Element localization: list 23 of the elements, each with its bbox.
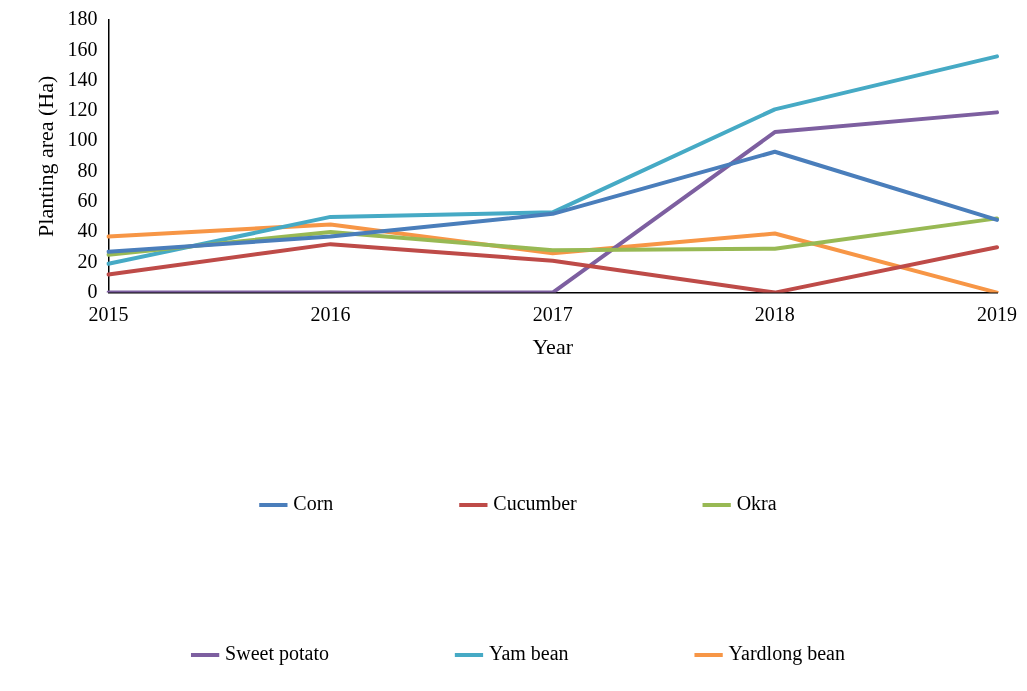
y-tick-label: 120 [67, 98, 98, 121]
x-tick-label: 2017 [532, 302, 573, 325]
legend-label: Corn [293, 492, 334, 515]
legend-label: Yardlong bean [728, 642, 845, 666]
y-tick-label: 180 [67, 7, 98, 30]
y-axis-title: Planting area (Ha) [32, 75, 58, 237]
y-tick-label: 140 [67, 67, 98, 90]
legend-label: Okra [736, 492, 777, 515]
y-tick-label: 0 [87, 279, 98, 302]
x-axis-title: Year [532, 333, 574, 359]
x-tick-label: 2018 [754, 302, 795, 325]
legend-label: Cucumber [493, 492, 577, 515]
legend-label: Sweet potato [225, 642, 329, 666]
y-tick-label: 40 [77, 219, 98, 242]
x-tick-label: 2016 [310, 302, 351, 325]
y-tick-label: 160 [67, 37, 98, 60]
y-tick-label: 60 [77, 188, 98, 211]
x-tick-label: 2015 [88, 302, 129, 325]
legend-label: Yam bean [488, 642, 569, 665]
x-tick-label: 2019 [977, 302, 1017, 325]
y-tick-label: 100 [67, 128, 98, 151]
y-tick-label: 20 [77, 249, 98, 272]
y-tick-label: 80 [77, 158, 98, 181]
